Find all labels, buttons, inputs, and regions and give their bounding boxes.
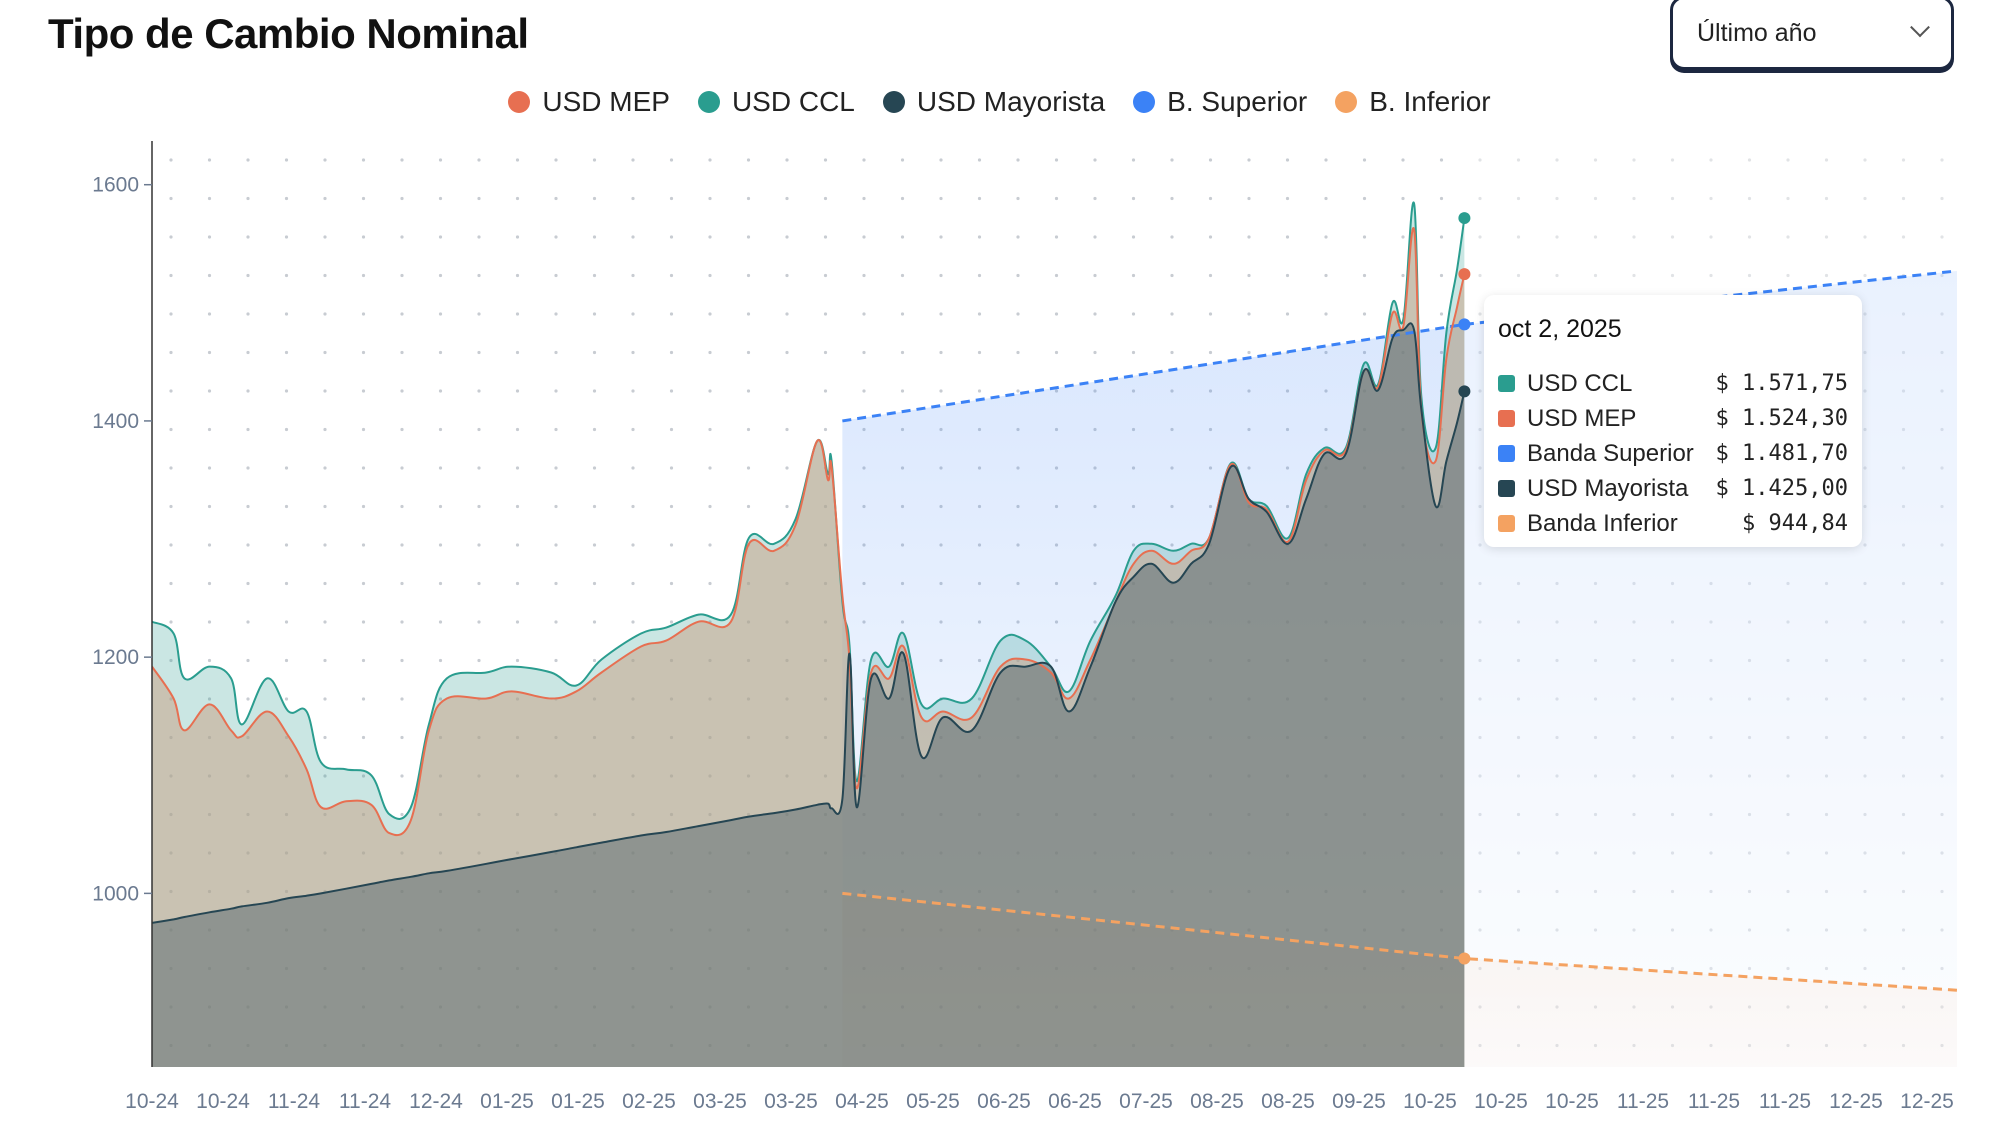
tooltip-row-usd-mep: USD MEP $ 1.524,30: [1498, 401, 1848, 436]
legend-label: USD Mayorista: [916, 86, 1106, 117]
legend-label: USD MEP: [542, 86, 670, 117]
x-tick-label: 01-25: [551, 1090, 605, 1113]
x-tick-label: 12-25: [1829, 1090, 1883, 1113]
tooltip-label: USD MEP: [1527, 404, 1637, 432]
y-tick-label: 1600: [92, 174, 139, 197]
tooltip-label: Banda Inferior: [1527, 509, 1678, 537]
legend-dot: [882, 91, 905, 113]
chart-legend: USD MEP USD CCL USD Mayorista B. Superio…: [0, 86, 1999, 118]
usd-mayorista-line[interactable]: [152, 322, 1466, 924]
legend-dot: [697, 91, 720, 113]
tooltip-value: $ 944,84: [1742, 511, 1848, 536]
legend-label: USD CCL: [731, 86, 855, 117]
period-select[interactable]: Último año: [1670, 0, 1954, 70]
tooltip-value: $ 1.425,00: [1715, 476, 1848, 501]
usd-mep-marker: [1458, 268, 1471, 281]
legend-dot: [508, 91, 531, 113]
color-swatch: [1498, 480, 1515, 497]
legend-dot: [1335, 91, 1358, 113]
legend-label: B. Inferior: [1369, 86, 1491, 117]
y-tick-label: 1400: [92, 410, 139, 433]
x-tick-label: 05-25: [906, 1090, 960, 1113]
color-swatch: [1498, 515, 1515, 532]
tooltip-label: USD Mayorista: [1527, 474, 1689, 502]
x-tick-label: 03-25: [693, 1090, 747, 1113]
tooltip-row-usd-mayorista: USD Mayorista $ 1.425,00: [1498, 471, 1848, 506]
tooltip-value: $ 1.571,75: [1715, 371, 1848, 396]
x-tick-label: 03-25: [764, 1090, 818, 1113]
period-select-value: Último año: [1697, 18, 1817, 47]
tooltip-row-banda-inferior: Banda Inferior $ 944,84: [1498, 506, 1848, 541]
x-tick-label: 11-25: [1617, 1090, 1669, 1113]
usd-mayorista-marker: [1458, 385, 1471, 398]
x-tick-label: 08-25: [1190, 1090, 1244, 1113]
x-tick-label: 11-25: [1759, 1090, 1811, 1113]
tooltip-row-banda-superior: Banda Superior $ 1.481,70: [1498, 436, 1848, 471]
color-swatch: [1498, 410, 1515, 427]
legend-item-usd-mayorista[interactable]: USD Mayorista: [882, 86, 1106, 118]
x-tick-label: 10-24: [125, 1090, 179, 1113]
x-tick-label: 10-25: [1545, 1090, 1599, 1113]
b-inferior-marker: [1458, 952, 1471, 965]
x-tick-label: 07-25: [1119, 1090, 1173, 1113]
tooltip-date: oct 2, 2025: [1498, 315, 1622, 343]
x-tick-label: 08-25: [1261, 1090, 1315, 1113]
y-tick-label: 1000: [92, 882, 139, 905]
color-swatch: [1498, 445, 1515, 462]
usd-mep-area: [152, 228, 1465, 1067]
y-tick-label: 1200: [92, 646, 139, 669]
page-title: Tipo de Cambio Nominal: [48, 10, 529, 57]
legend-item-banda-superior[interactable]: B. Superior: [1133, 86, 1307, 118]
x-tick-label: 06-25: [1048, 1090, 1102, 1113]
legend-item-banda-inferior[interactable]: B. Inferior: [1335, 86, 1491, 118]
x-tick-label: 10-25: [1474, 1090, 1528, 1113]
usd-ccl-marker: [1458, 212, 1471, 225]
tooltip-value: $ 1.481,70: [1715, 441, 1848, 466]
color-swatch: [1498, 375, 1515, 392]
usd-mayorista-area: [152, 323, 1465, 1067]
x-tick-label: 10-24: [196, 1090, 250, 1113]
x-tick-label: 11-24: [268, 1090, 320, 1113]
x-tick-label: 11-25: [1688, 1090, 1740, 1113]
x-tick-label: 10-25: [1403, 1090, 1457, 1113]
tooltip-row-usd-ccl: USD CCL $ 1.571,75: [1498, 366, 1848, 401]
x-tick-label: 06-25: [977, 1090, 1031, 1113]
x-tick-label: 09-25: [1332, 1090, 1386, 1113]
tooltip-label: Banda Superior: [1527, 439, 1694, 467]
legend-item-usd-mep[interactable]: USD MEP: [508, 86, 670, 118]
tooltip-label: USD CCL: [1527, 369, 1633, 397]
x-tick-label: 04-25: [835, 1090, 889, 1113]
tooltip-value: $ 1.524,30: [1715, 406, 1848, 431]
legend-item-usd-ccl[interactable]: USD CCL: [697, 86, 855, 118]
x-tick-label: 01-25: [480, 1090, 534, 1113]
x-tick-label: 02-25: [622, 1090, 676, 1113]
legend-dot: [1133, 91, 1156, 113]
legend-label: B. Superior: [1167, 86, 1308, 117]
chart-tooltip: oct 2, 2025 USD CCL $ 1.571,75 USD MEP $ 1…: [1484, 295, 1862, 547]
x-tick-label: 11-24: [339, 1090, 391, 1113]
x-tick-label: 12-24: [409, 1090, 463, 1113]
x-tick-label: 12-25: [1900, 1090, 1954, 1113]
b-superior-marker: [1458, 318, 1471, 331]
